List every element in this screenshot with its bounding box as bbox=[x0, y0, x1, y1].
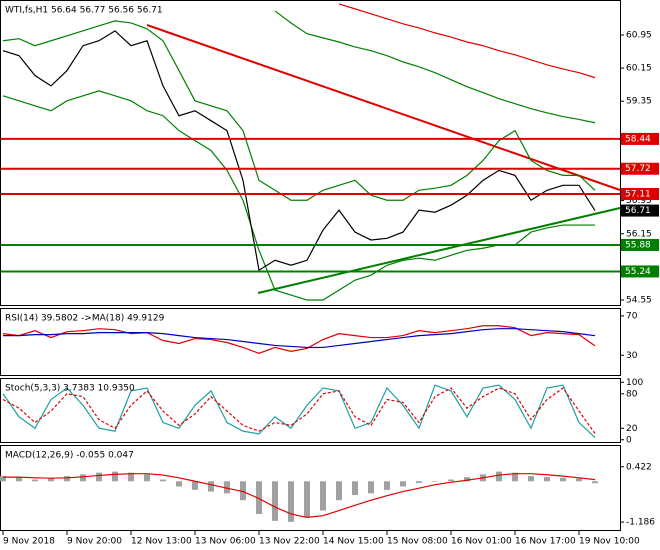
macd-bar bbox=[512, 472, 518, 482]
macd-bar bbox=[592, 481, 598, 484]
y-tick-label: 80 bbox=[626, 389, 638, 399]
series-line bbox=[3, 328, 596, 349]
macd-bar bbox=[560, 477, 566, 482]
macd-bar bbox=[528, 476, 534, 482]
y-tick-label: 59.35 bbox=[626, 97, 652, 107]
level-tag bbox=[621, 238, 659, 251]
x-tick-label: 12 Nov 13:00 bbox=[131, 537, 192, 547]
macd-bar bbox=[256, 481, 262, 514]
series-line bbox=[3, 473, 596, 519]
macd-bar bbox=[368, 481, 374, 494]
macd-bar bbox=[576, 478, 582, 482]
series-line bbox=[274, 10, 596, 124]
macd-bar bbox=[400, 481, 406, 487]
macd-bar bbox=[48, 478, 54, 482]
y-tick-label: 60.15 bbox=[626, 64, 652, 74]
level-tag bbox=[621, 265, 659, 278]
macd-bar bbox=[16, 477, 22, 482]
y-tick-label: 60.95 bbox=[626, 30, 652, 40]
macd-bar bbox=[240, 481, 246, 501]
macd-bar bbox=[224, 481, 230, 494]
macd-bar bbox=[208, 481, 214, 492]
macd-bar bbox=[176, 481, 182, 487]
macd-bar bbox=[320, 481, 326, 511]
y-tick-label: 0 bbox=[626, 435, 632, 445]
macd-bar bbox=[288, 481, 294, 522]
series-line bbox=[2, 387, 596, 434]
level-label: 58.44 bbox=[625, 134, 651, 144]
macd-bar bbox=[416, 481, 422, 483]
trend-line bbox=[146, 24, 621, 191]
macd-bar bbox=[128, 472, 134, 482]
x-tick-label: 13 Nov 06:00 bbox=[195, 537, 256, 547]
series-line bbox=[2, 30, 596, 272]
x-tick-label: 9 Nov 20:00 bbox=[67, 537, 122, 547]
macd-bar bbox=[496, 471, 502, 482]
series-line bbox=[2, 325, 596, 354]
macd-bar bbox=[144, 474, 150, 482]
x-tick-label: 13 Nov 22:00 bbox=[259, 537, 320, 547]
macd-bar bbox=[0, 476, 6, 482]
macd-bar bbox=[384, 481, 390, 490]
x-tick-label: 19 Nov 10:00 bbox=[579, 537, 640, 547]
y-tick-label: -1.186 bbox=[626, 518, 655, 528]
macd-frame bbox=[0, 445, 621, 531]
macd-bar bbox=[112, 471, 118, 482]
rsi-frame bbox=[0, 308, 621, 376]
macd-bar bbox=[272, 481, 278, 521]
y-tick-label: 56.15 bbox=[626, 229, 652, 239]
last-price-label: 56.71 bbox=[625, 206, 651, 216]
x-tick-label: 9 Nov 2018 bbox=[3, 537, 55, 547]
level-label: 57.72 bbox=[625, 164, 651, 174]
macd-bar bbox=[32, 479, 38, 482]
series-line bbox=[338, 3, 596, 79]
x-tick-label: 14 Nov 15:00 bbox=[323, 537, 384, 547]
macd-bar bbox=[544, 477, 550, 482]
x-tick-label: 16 Nov 17:00 bbox=[515, 537, 576, 547]
series-line bbox=[2, 384, 596, 439]
level-tag bbox=[621, 162, 659, 175]
panel-title: RSI(14) 39.5802 ->MA(18) 49.9129 bbox=[5, 314, 165, 324]
y-tick-label: 56.95 bbox=[626, 196, 652, 206]
macd-bar bbox=[352, 481, 358, 496]
y-tick-label: 70 bbox=[626, 311, 638, 321]
last-price-tag bbox=[621, 204, 659, 217]
y-tick-label: 54.55 bbox=[626, 296, 652, 306]
level-label: 55.88 bbox=[625, 240, 651, 250]
price-frame bbox=[0, 0, 621, 306]
series-line bbox=[2, 20, 596, 201]
macd-bar bbox=[304, 481, 310, 518]
y-tick-label: 0.422 bbox=[626, 462, 652, 472]
macd-bar bbox=[464, 477, 470, 482]
level-label: 57.11 bbox=[625, 190, 651, 200]
macd-bar bbox=[432, 481, 438, 482]
y-tick-label: 30 bbox=[626, 351, 638, 361]
level-label: 55.24 bbox=[625, 267, 651, 277]
macd-bar bbox=[80, 474, 86, 482]
x-tick-label: 15 Nov 08:00 bbox=[387, 537, 448, 547]
x-tick-label: 16 Nov 01:00 bbox=[451, 537, 512, 547]
macd-bar bbox=[336, 481, 342, 501]
trend-line bbox=[257, 207, 621, 294]
macd-bar bbox=[96, 472, 102, 482]
y-tick-label: 20 bbox=[626, 424, 638, 434]
macd-bar bbox=[192, 481, 198, 490]
stoch-frame bbox=[0, 378, 621, 443]
panel-title: WTI,fs,H1 56.64 56.77 56.56 56.71 bbox=[5, 6, 163, 16]
panel-title: Stoch(5,3,3) 3.7383 10.9350 bbox=[5, 384, 135, 394]
series-line bbox=[2, 90, 595, 301]
level-tag bbox=[621, 188, 659, 201]
y-tick-label: 100 bbox=[626, 378, 643, 388]
panel-title: MACD(12,26,9) -0.055 0.047 bbox=[5, 451, 134, 461]
macd-bar bbox=[160, 479, 166, 482]
macd-bar bbox=[64, 476, 70, 482]
level-tag bbox=[621, 132, 659, 145]
macd-bar bbox=[448, 479, 454, 482]
